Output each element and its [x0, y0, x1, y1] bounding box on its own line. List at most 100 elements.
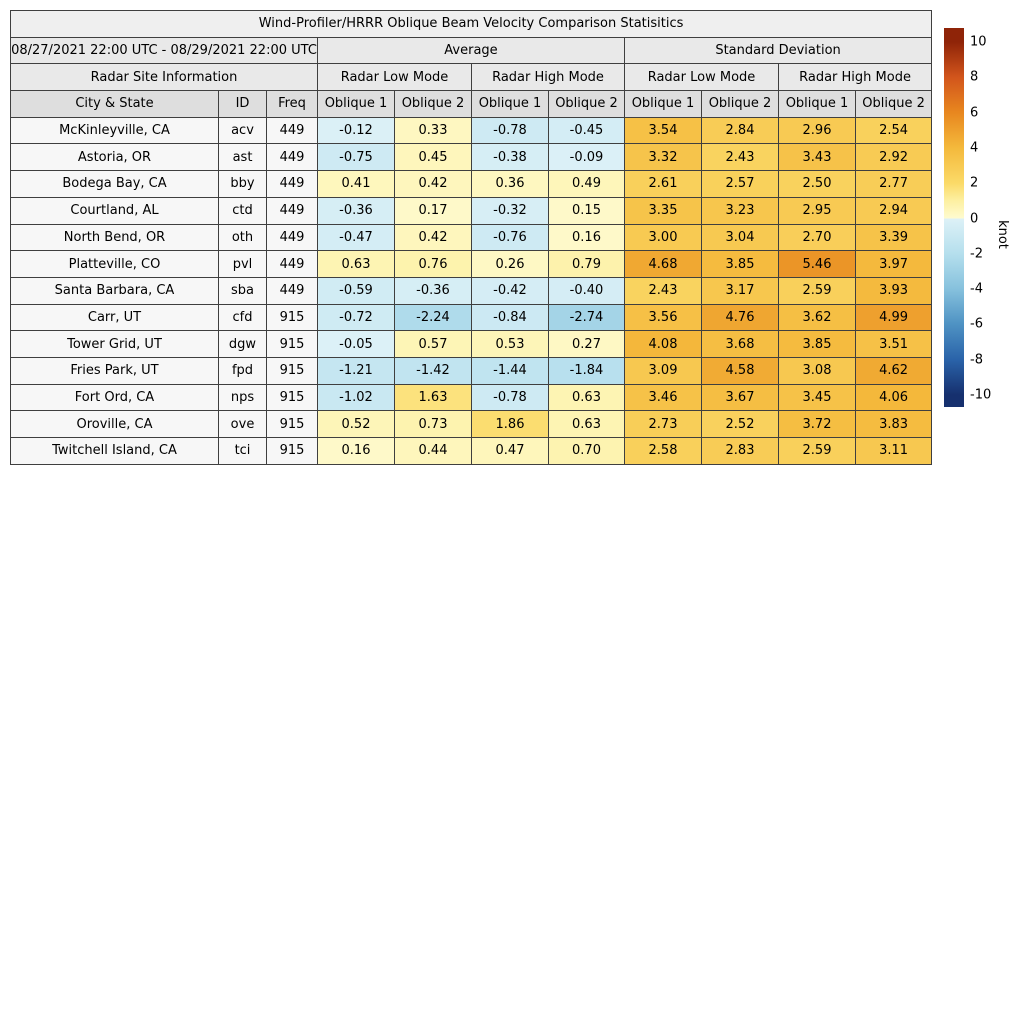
colorbar-tick-label: 2 — [970, 175, 979, 191]
avg-value-cell: 0.76 — [394, 250, 472, 278]
col-header-id: ID — [218, 90, 267, 118]
std-value-cell: 3.83 — [854, 410, 933, 438]
std-value-cell: 2.54 — [854, 116, 933, 145]
table-row: Fort Ord, CA nps 915 -1.02 1.63 -0.78 0.63 3.46… — [10, 383, 933, 412]
col-header-oblique-2: Oblique 2 — [701, 90, 779, 118]
avg-value-cell: 0.33 — [394, 116, 472, 145]
colorbar-tick-label: 4 — [970, 140, 979, 156]
page-title: Wind-Profiler/HRRR Oblique Beam Velocity… — [9, 10, 933, 38]
std-value-cell: 3.08 — [778, 356, 856, 385]
std-value-cell: 4.58 — [701, 356, 779, 385]
radar-site-info-label: Radar Site Information — [10, 63, 318, 92]
std-value-cell: 3.09 — [624, 356, 702, 385]
std-value-cell: 3.46 — [624, 383, 702, 412]
avg-value-cell: 0.79 — [548, 250, 625, 278]
site-id-cell: ctd — [218, 196, 267, 225]
date-range-label: 08/27/2021 22:00 UTC - 08/29/2021 22:00 … — [10, 36, 318, 65]
std-value-cell: 3.93 — [854, 276, 933, 305]
avg-value-cell: -1.84 — [548, 356, 625, 385]
mode-header-row: Radar Site Information Radar Low Mode Ra… — [10, 63, 933, 92]
freq-cell: 915 — [266, 330, 318, 358]
std-value-cell: 2.59 — [778, 437, 856, 465]
avg-value-cell: 0.36 — [471, 170, 549, 198]
avg-value-cell: -0.05 — [317, 330, 395, 358]
table-row: Courtland, AL ctd 449 -0.36 0.17 -0.32 0.15 3.3… — [10, 196, 933, 225]
site-id-cell: ove — [218, 410, 267, 438]
site-id-cell: sba — [218, 276, 267, 305]
freq-cell: 915 — [266, 410, 318, 438]
freq-cell: 449 — [266, 143, 318, 172]
std-value-cell: 4.68 — [624, 250, 702, 278]
std-value-cell: 2.61 — [624, 170, 702, 198]
std-value-cell: 4.76 — [701, 303, 779, 332]
std-value-cell: 2.58 — [624, 437, 702, 465]
avg-value-cell: 0.26 — [471, 250, 549, 278]
freq-cell: 449 — [266, 116, 318, 145]
table-row: Tower Grid, UT dgw 915 -0.05 0.57 0.53 0.27 4.0… — [10, 330, 933, 358]
std-value-cell: 2.83 — [701, 437, 779, 465]
col-header-oblique-1: Oblique 1 — [471, 90, 549, 118]
site-id-cell: fpd — [218, 356, 267, 385]
col-header-oblique-2: Oblique 2 — [854, 90, 933, 118]
avg-value-cell: -0.45 — [548, 116, 625, 145]
group-header-standard-deviation: Standard Deviation — [623, 36, 933, 65]
site-id-cell: ast — [218, 143, 267, 172]
group-header-average: Average — [317, 36, 625, 65]
avg-value-cell: 0.57 — [394, 330, 472, 358]
avg-value-cell: 0.41 — [317, 170, 395, 198]
avg-value-cell: 1.63 — [394, 383, 472, 412]
avg-value-cell: 0.16 — [317, 437, 395, 465]
avg-value-cell: -0.36 — [317, 196, 395, 225]
freq-cell: 915 — [266, 383, 318, 412]
std-value-cell: 3.04 — [701, 223, 779, 252]
std-high-mode-header: Radar High Mode — [777, 63, 933, 92]
avg-value-cell: 0.49 — [548, 170, 625, 198]
avg-value-cell: 0.70 — [548, 437, 625, 465]
colorbar-gradient — [944, 28, 964, 407]
std-low-mode-header: Radar Low Mode — [624, 63, 779, 92]
avg-value-cell: -0.42 — [471, 276, 549, 305]
freq-cell: 915 — [266, 303, 318, 332]
avg-value-cell: 0.63 — [548, 383, 625, 412]
city-cell: Fort Ord, CA — [10, 383, 219, 412]
avg-value-cell: 1.86 — [471, 410, 549, 438]
colorbar-tick-label: 0 — [970, 211, 979, 226]
avg-low-mode-header: Radar Low Mode — [317, 63, 472, 92]
freq-cell: 449 — [266, 276, 318, 305]
std-value-cell: 3.00 — [624, 223, 702, 252]
std-value-cell: 3.67 — [701, 383, 779, 412]
freq-cell: 449 — [266, 223, 318, 252]
avg-value-cell: -0.12 — [317, 116, 395, 145]
std-value-cell: 3.23 — [701, 196, 779, 225]
avg-value-cell: -0.84 — [471, 303, 549, 332]
city-cell: Courtland, AL — [10, 196, 219, 225]
avg-value-cell: 0.47 — [471, 437, 549, 465]
std-value-cell: 2.77 — [854, 170, 933, 198]
col-header-oblique-2: Oblique 2 — [394, 90, 472, 118]
site-id-cell: acv — [218, 116, 267, 145]
city-cell: McKinleyville, CA — [10, 116, 219, 145]
city-cell: Santa Barbara, CA — [10, 276, 219, 305]
avg-value-cell: -0.72 — [317, 303, 395, 332]
std-value-cell: 3.85 — [778, 330, 856, 358]
avg-value-cell: 0.17 — [394, 196, 472, 225]
table-row: McKinleyville, CA acv 449 -0.12 0.33 -0.78 -0.… — [10, 116, 933, 145]
std-value-cell: 2.84 — [701, 116, 779, 145]
group-header-row: 08/27/2021 22:00 UTC - 08/29/2021 22:00 … — [10, 36, 933, 65]
avg-value-cell: -1.42 — [394, 356, 472, 385]
colorbar-tick-label: 6 — [970, 105, 979, 121]
avg-value-cell: -1.02 — [317, 383, 395, 412]
table-row: Platteville, CO pvl 449 0.63 0.76 0.26 0.79 4.6… — [10, 250, 933, 278]
city-cell: Carr, UT — [10, 303, 219, 332]
colorbar-tick-label: -8 — [970, 352, 983, 368]
avg-value-cell: 0.16 — [548, 223, 625, 252]
avg-value-cell: -1.21 — [317, 356, 395, 385]
std-value-cell: 4.99 — [854, 303, 933, 332]
city-cell: Platteville, CO — [10, 250, 219, 278]
table-row: Oroville, CA ove 915 0.52 0.73 1.86 0.63 2.73 2.… — [10, 410, 933, 438]
colorbar-tick-label: -4 — [970, 281, 983, 297]
avg-value-cell: -0.36 — [394, 276, 472, 305]
table-row: Twitchell Island, CA tci 915 0.16 0.44 0.47 0.… — [10, 437, 933, 465]
table-row: Astoria, OR ast 449 -0.75 0.45 -0.38 -0.09 3.32… — [10, 143, 933, 172]
